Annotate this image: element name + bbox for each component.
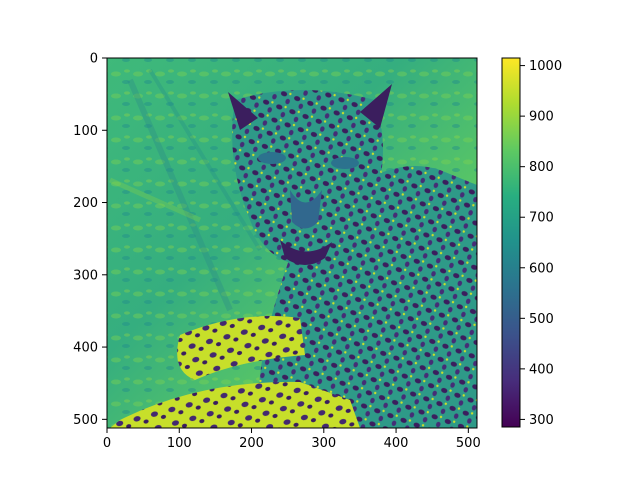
y-tick-label: 400	[73, 341, 98, 356]
colorbar-tick-label: 500	[529, 312, 554, 327]
y-axis: 0 100 200 300 400 500	[73, 52, 107, 428]
x-tick-label: 0	[103, 436, 111, 451]
y-tick-label: 100	[73, 124, 98, 139]
plot-frame	[106, 57, 478, 429]
x-tick-label: 300	[311, 436, 336, 451]
x-tick-label: 200	[239, 436, 264, 451]
y-tick-label: 300	[73, 268, 98, 283]
colorbar-tick-label: 700	[529, 211, 554, 226]
x-axis: 0 100 200 300 400 500	[103, 428, 481, 451]
leopard-heatmap-image	[107, 58, 477, 428]
colorbar-tick-label: 400	[529, 362, 554, 377]
colorbar-tick-label: 1000	[529, 59, 562, 74]
y-tick-label: 0	[90, 52, 98, 67]
y-tick-label: 500	[73, 413, 98, 428]
colorbar-axis: 300 400 500 600 700 800 900 1000	[520, 59, 562, 428]
x-tick-label: 400	[384, 436, 409, 451]
x-tick-label: 100	[167, 436, 192, 451]
colorbar-tick-label: 800	[529, 160, 554, 175]
y-tick-label: 200	[73, 196, 98, 211]
x-tick-label: 500	[456, 436, 481, 451]
colorbar-tick-label: 300	[529, 413, 554, 428]
colorbar-tick-label: 600	[529, 261, 554, 276]
colorbar	[501, 57, 521, 428]
colorbar-tick-label: 900	[529, 110, 554, 125]
